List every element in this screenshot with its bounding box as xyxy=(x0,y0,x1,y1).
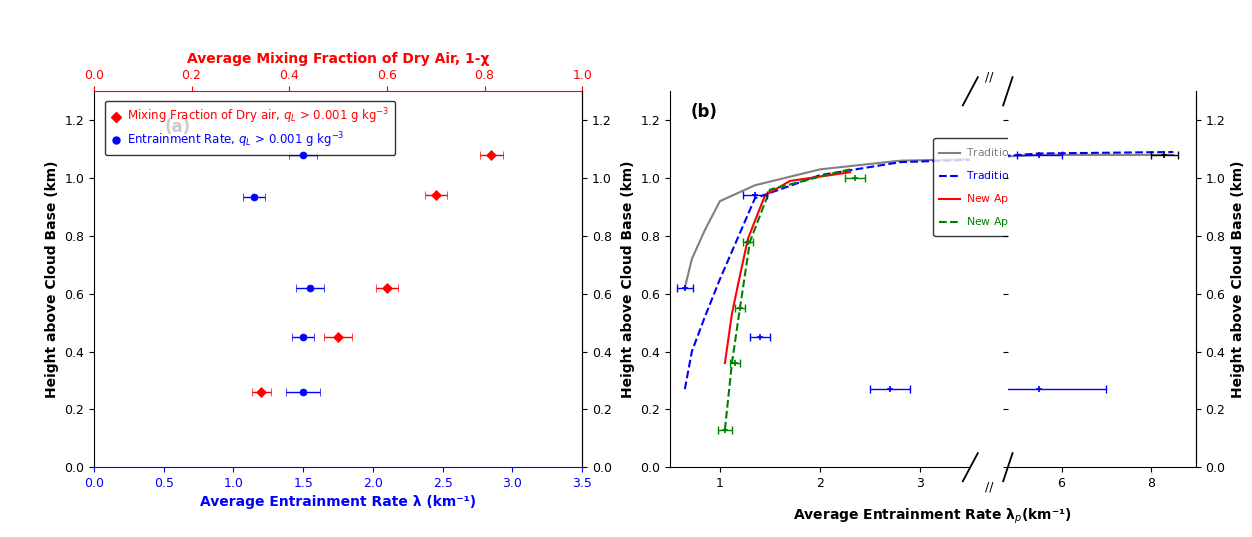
X-axis label: Average Mixing Fraction of Dry Air, 1-χ: Average Mixing Fraction of Dry Air, 1-χ xyxy=(187,52,490,66)
Text: //: // xyxy=(985,481,993,494)
Y-axis label: Height above Cloud Base (km): Height above Cloud Base (km) xyxy=(45,161,59,398)
X-axis label: Average Entrainment Rate λ (km⁻¹): Average Entrainment Rate λ (km⁻¹) xyxy=(200,496,476,510)
Text: Average Entrainment Rate λ$_p$(km⁻¹): Average Entrainment Rate λ$_p$(km⁻¹) xyxy=(794,507,1072,526)
Y-axis label: Height above Cloud Base (km): Height above Cloud Base (km) xyxy=(621,161,635,398)
Legend: Traditional Approach, $q_L$ > 0.001 g kg$^{-3}$, Traditional Approach, $q_L$ > 0: Traditional Approach, $q_L$ > 0.001 g kg… xyxy=(934,138,1191,236)
Text: (b): (b) xyxy=(691,103,717,121)
Text: (a): (a) xyxy=(165,118,190,136)
Y-axis label: Height above Cloud Base (km): Height above Cloud Base (km) xyxy=(1231,161,1244,398)
Text: //: // xyxy=(985,70,993,83)
Legend: Mixing Fraction of Dry air, $q_L$ > 0.001 g kg$^{-3}$, Entrainment Rate, $q_L$ >: Mixing Fraction of Dry air, $q_L$ > 0.00… xyxy=(105,101,396,156)
